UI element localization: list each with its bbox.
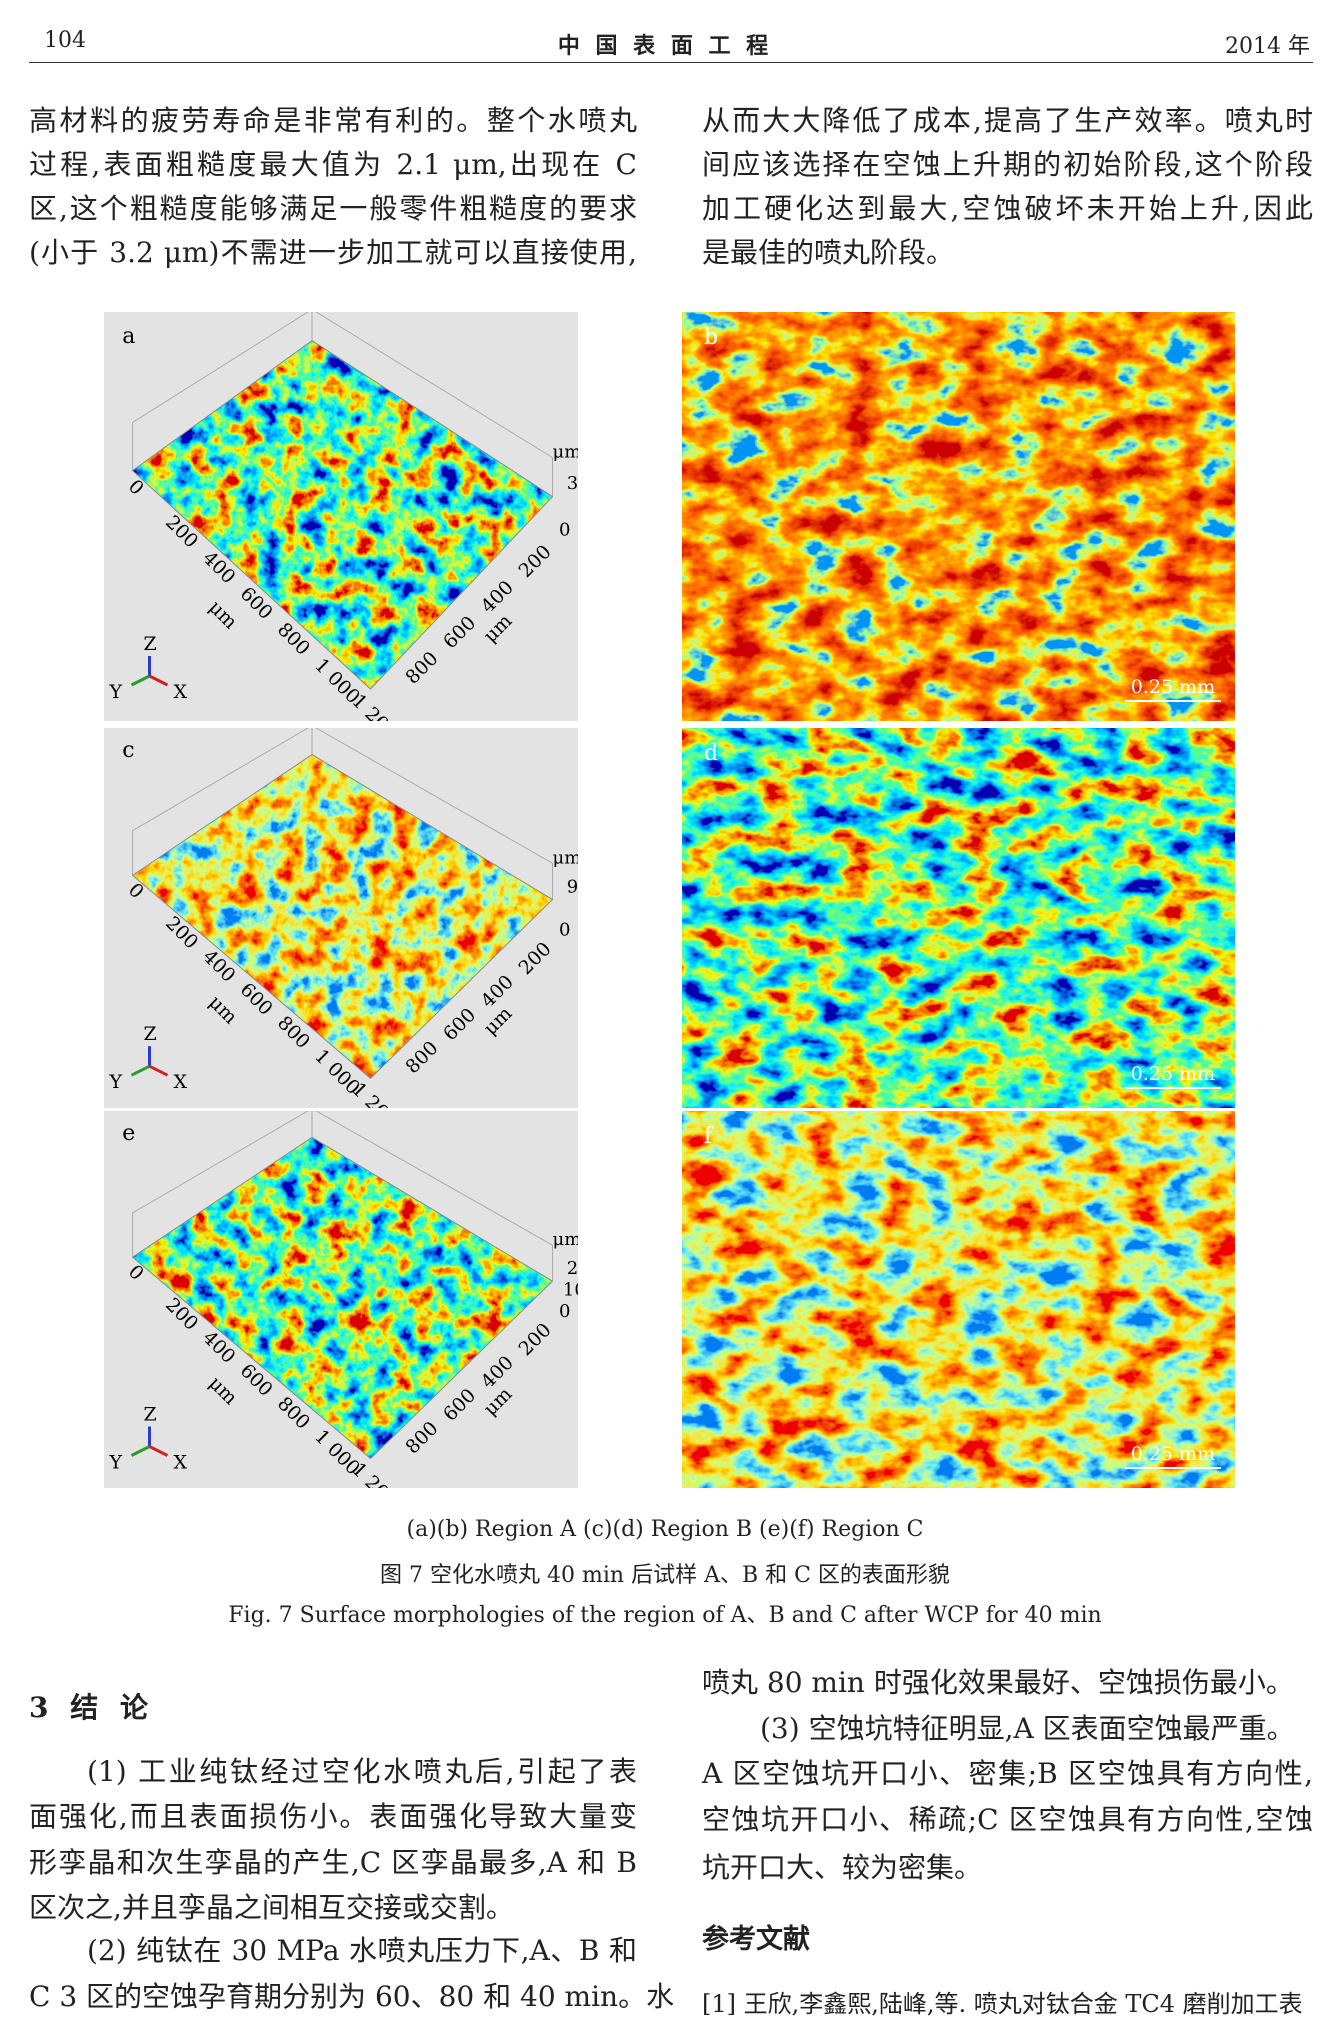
- references-heading: 参考文献: [702, 1924, 810, 1955]
- panel-label: a: [122, 324, 135, 349]
- reference: [1] 王欣,李鑫熙,陆峰,等. 喷丸对钛合金 TC4 磨削加工表: [702, 1990, 1303, 2018]
- box-wall: [132, 1111, 553, 1282]
- text-line: (2) 纯钛在 30 MPa 水喷丸压力下,A、B 和: [87, 1934, 637, 1967]
- text-line: 区,这个粗糙度能够满足一般零件粗糙度的要求: [29, 192, 637, 225]
- axis-label: Y: [109, 1452, 123, 1474]
- axis-arrow: [148, 1064, 169, 1077]
- scale-bar-label: 0.25 mm: [1131, 1443, 1215, 1465]
- axis-label: X: [174, 1071, 188, 1093]
- surface-image-panel: f 0.25 mm: [682, 1111, 1235, 1488]
- page-number: 104: [44, 28, 86, 53]
- axis-arrow: [148, 1445, 169, 1457]
- text-line: 从而大大降低了成本,提高了生产效率。喷丸时: [702, 104, 1313, 137]
- text-line: 空蚀坑开口小、稀疏;C 区空蚀具有方向性,空蚀: [702, 1803, 1313, 1836]
- surface-edge: [131, 1136, 554, 1460]
- z-tick-label: 0: [559, 520, 570, 541]
- section-heading: 3 结 论: [29, 1691, 154, 1724]
- caption: (a)(b) Region A (c)(d) Region B (e)(f) R…: [406, 1517, 924, 1542]
- surface-image: [682, 1111, 1235, 1488]
- panel-label: e: [122, 1121, 135, 1146]
- axis-label: Z: [144, 1023, 157, 1045]
- z-tick-label: 20: [567, 1258, 578, 1279]
- text-line: C 3 区的空蚀孕育期分别为 60、80 和 40 min。水: [29, 1980, 675, 2013]
- axis-label: X: [174, 1452, 188, 1474]
- text-line: 间应该选择在空蚀上升期的初始阶段,这个阶段: [702, 148, 1313, 181]
- journal-name: 中 国 表 面 工 程: [557, 33, 773, 59]
- text-line: 过程,表面粗糙度最大值为 2.1 μm,出现在 C: [29, 148, 637, 181]
- z-axis-unit: μm: [553, 1229, 579, 1250]
- box-wall: [132, 312, 553, 497]
- axis-label: Y: [109, 1071, 123, 1093]
- axis-label: Z: [144, 1404, 157, 1426]
- text-line: (小于 3.2 μm)不需进一步加工就可以直接使用,: [29, 236, 637, 269]
- panel-label: d: [704, 741, 718, 766]
- text-line: 形孪晶和次生孪晶的产生,C 区孪晶最多,A 和 B: [29, 1846, 637, 1879]
- scale-bar-label: 0.25 mm: [1131, 1063, 1215, 1085]
- surface-image-panel: b 0.25 mm: [682, 312, 1235, 721]
- axis-arrow: [130, 1445, 151, 1457]
- axis-arrow: [148, 674, 169, 687]
- panel-label: b: [704, 325, 718, 350]
- axis-label: X: [174, 681, 188, 703]
- axis-label: Y: [109, 681, 123, 703]
- z-axis-unit: μm: [553, 442, 579, 463]
- text-line: 是最佳的喷丸阶段。: [702, 236, 955, 269]
- header-rule: [29, 62, 1313, 63]
- surface-edge: [131, 753, 554, 1079]
- year: 2014 年: [1225, 34, 1310, 59]
- scale-bar-label: 0.25 mm: [1131, 676, 1215, 698]
- text-line: 面强化,而且表面损伤小。表面强化导致大量变: [29, 1800, 637, 1833]
- text-line: A 区空蚀坑开口小、密集;B 区空蚀具有方向性,: [702, 1757, 1313, 1790]
- text-line: 区次之,并且孪晶之间相互交接或交割。: [29, 1891, 514, 1924]
- box-wall: [132, 728, 553, 900]
- text-line: 坑开口大、较为密集。: [702, 1851, 983, 1884]
- axis-arrow: [130, 1064, 151, 1077]
- z-tick-label: 9.7: [567, 876, 578, 897]
- text-line: 加工硬化达到最大,空蚀破坏未开始上升,因此: [702, 192, 1313, 225]
- z-tick-label: 0: [559, 920, 570, 941]
- z-tick-label: 10: [563, 1280, 578, 1301]
- text-line: (1) 工业纯钛经过空化水喷丸后,引起了表: [87, 1755, 637, 1788]
- panel-label: c: [122, 738, 134, 763]
- surface-edge: [131, 339, 554, 690]
- z-tick-label: 31: [567, 473, 578, 494]
- axis-arrow: [130, 674, 151, 687]
- surface-image: [682, 312, 1235, 721]
- surface-image-panel: d 0.25 mm: [682, 728, 1235, 1108]
- axis-label: Z: [144, 633, 157, 655]
- panel-label: f: [704, 1124, 714, 1149]
- text-line: 高材料的疲劳寿命是非常有利的。整个水喷丸: [29, 104, 637, 137]
- surface-image: [682, 728, 1235, 1108]
- caption: 图 7 空化水喷丸 40 min 后试样 A、B 和 C 区的表面形貌: [380, 1563, 950, 1588]
- caption: Fig. 7 Surface morphologies of the regio…: [228, 1603, 1102, 1628]
- z-tick-label: 0: [559, 1301, 570, 1322]
- z-axis-unit: μm: [553, 847, 579, 868]
- text-line: 喷丸 80 min 时强化效果最好、空蚀损伤最小。: [702, 1666, 1294, 1699]
- text-line: (3) 空蚀坑特征明显,A 区表面空蚀最严重。: [760, 1712, 1295, 1745]
